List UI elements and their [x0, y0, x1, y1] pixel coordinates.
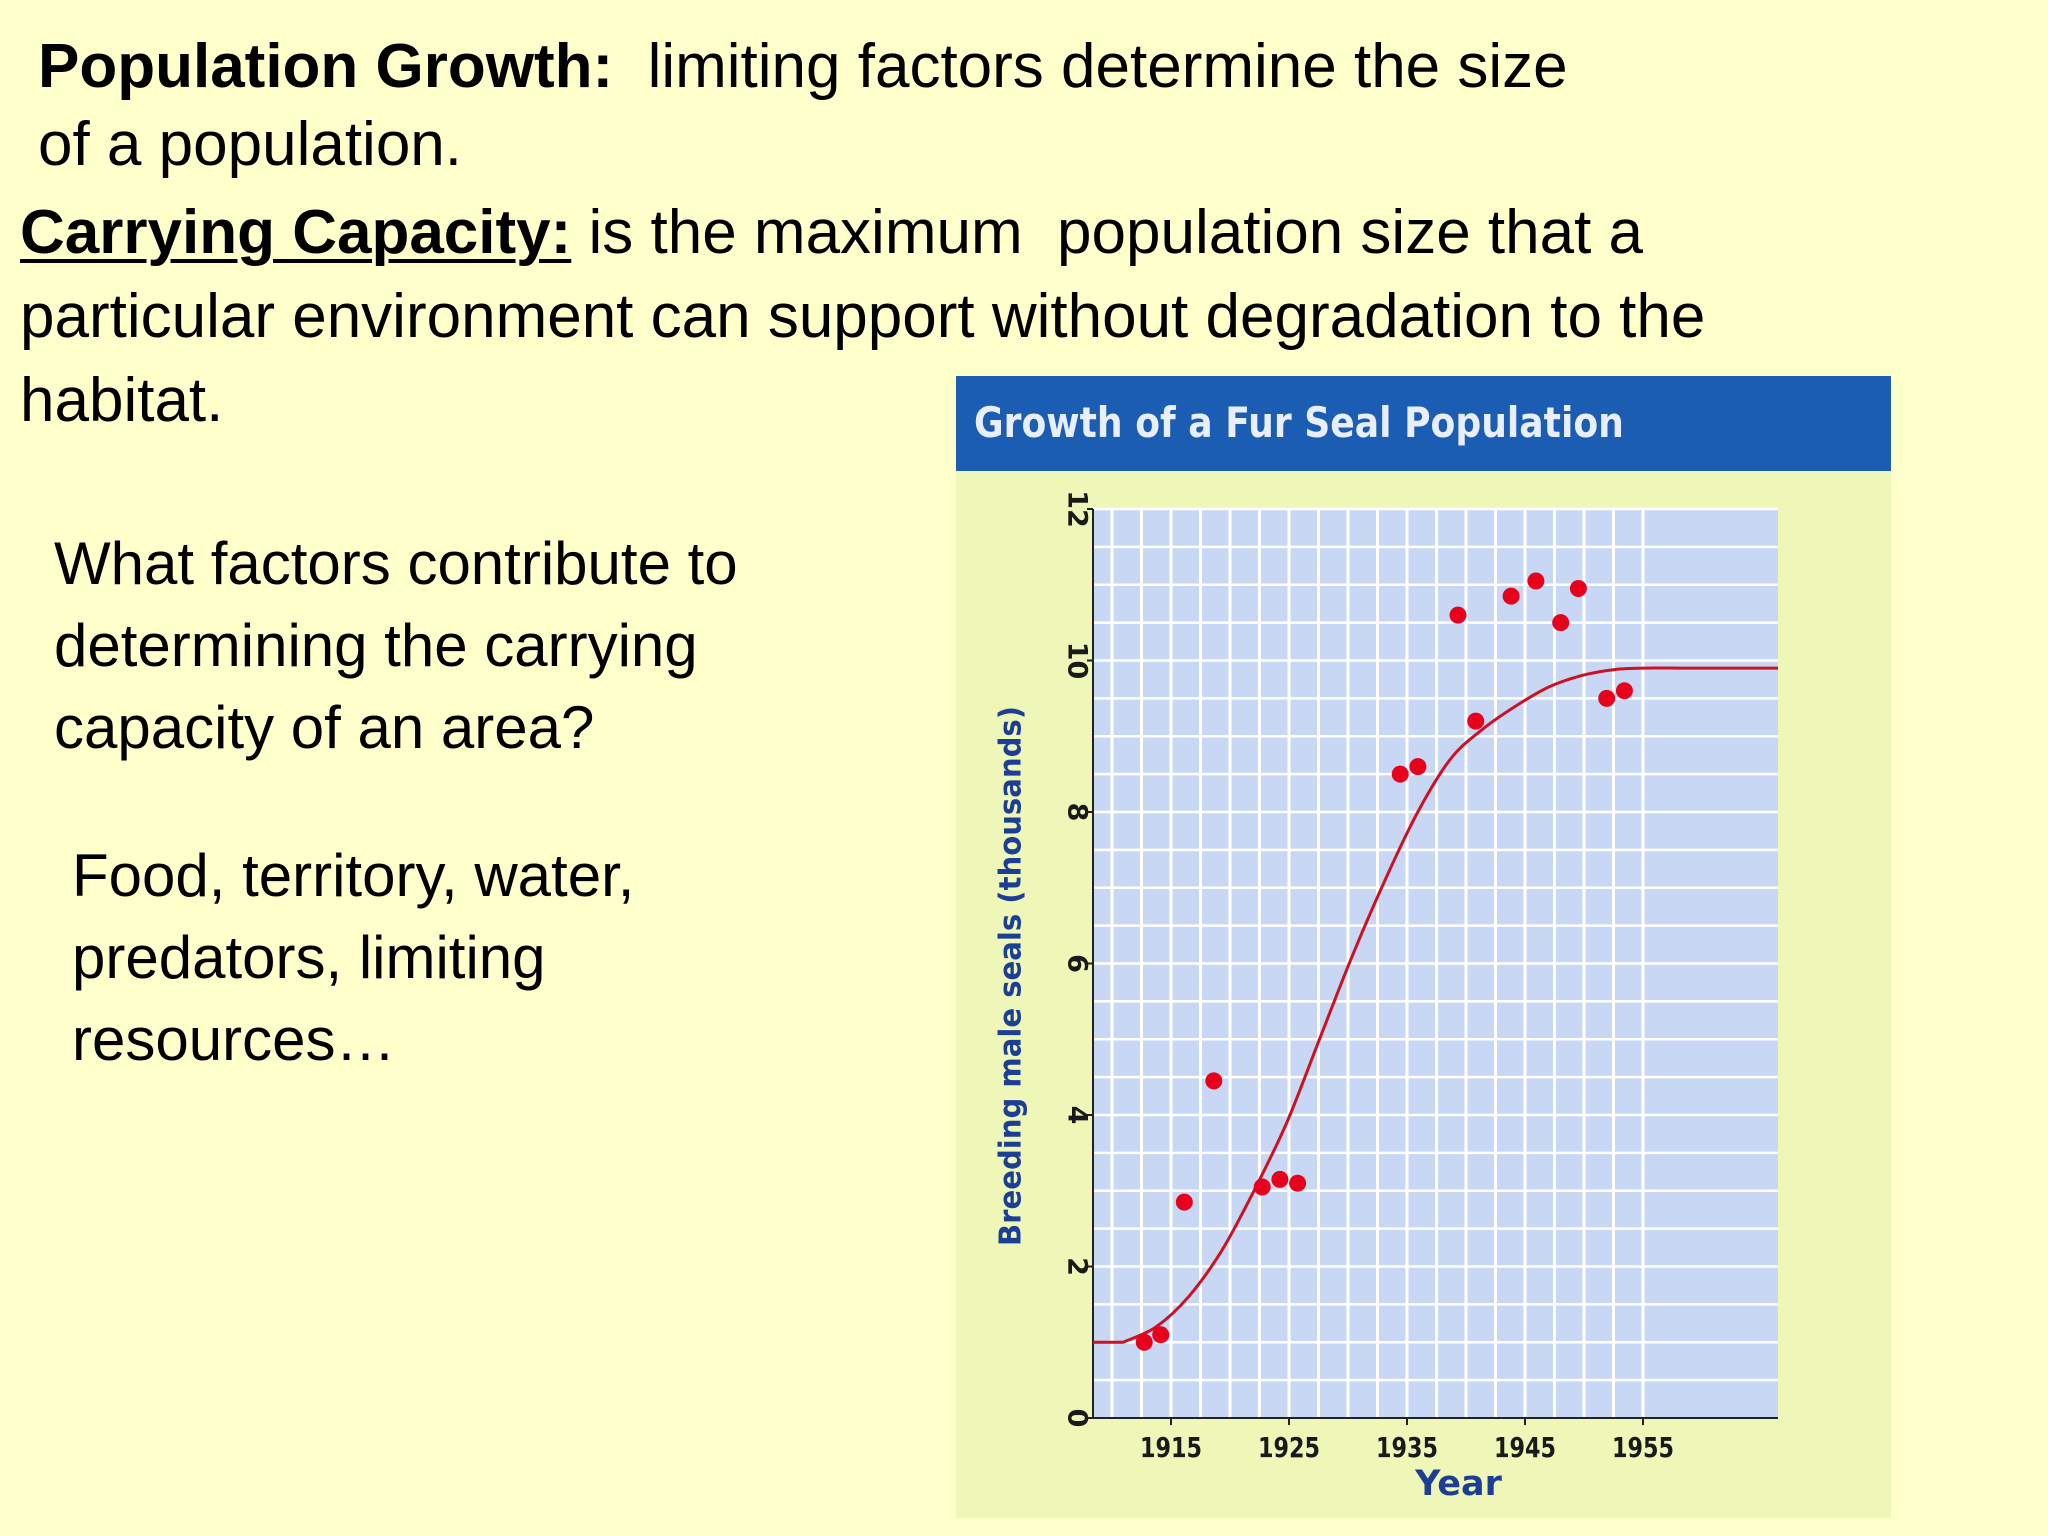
data-point: [1615, 682, 1633, 700]
population-growth-line2: of a population.: [38, 110, 463, 179]
x-tick-label: 1935: [1376, 1431, 1438, 1464]
carrying-capacity-definition: is the maximum population size that a: [571, 198, 1644, 267]
data-point: [1152, 1326, 1170, 1344]
question-line: determining the carrying: [54, 612, 698, 679]
answer-line: Food, territory, water,: [72, 842, 635, 909]
y-tick-label: 10: [1062, 642, 1093, 680]
data-point: [1205, 1072, 1223, 1090]
y-tick-label: 0: [1062, 1409, 1093, 1428]
answer-line: resources…: [72, 1006, 396, 1073]
population-growth-term: Population Growth:: [38, 32, 614, 101]
answer-line: predators, limiting: [72, 924, 546, 991]
x-axis-title: Year: [1414, 1464, 1502, 1504]
y-tick-label: 2: [1062, 1257, 1093, 1276]
data-point: [1502, 587, 1520, 605]
data-point: [1527, 572, 1545, 590]
chart-header: Growth of a Fur Seal Population: [956, 376, 1891, 471]
data-point: [1391, 765, 1409, 783]
data-point: [1598, 689, 1616, 707]
data-point: [1135, 1333, 1153, 1351]
data-point: [1552, 614, 1570, 632]
y-tick-label: 8: [1062, 803, 1093, 822]
data-point: [1569, 580, 1587, 597]
population-growth-definition: limiting factors determine the size: [613, 32, 1568, 101]
x-tick-label: 1945: [1494, 1431, 1556, 1464]
data-point: [1175, 1193, 1193, 1211]
chart-plot: 0 2 4 6 8 10 12 1915 1925 1935 1945 1955 Year Breedin…: [994, 490, 1778, 1504]
question-line: capacity of an area?: [54, 694, 595, 761]
data-point: [1409, 758, 1427, 776]
x-tick-label: 1915: [1140, 1431, 1202, 1464]
chart-title: Growth of a Fur Seal Population: [974, 398, 1624, 447]
carrying-capacity-curve: [1092, 666, 1778, 1344]
carrying-capacity-line3: habitat.: [20, 366, 224, 435]
x-tick-label: 1955: [1612, 1431, 1674, 1464]
fur-seal-chart: Growth of a Fur Seal Population 0 2 4 6 8 10 1…: [956, 376, 1891, 1518]
carrying-capacity-term: Carrying Capacity:: [20, 198, 572, 267]
y-tick-label: 6: [1062, 954, 1093, 973]
data-point: [1289, 1174, 1307, 1192]
y-tick-label: 12: [1062, 490, 1093, 528]
data-point: [1449, 606, 1467, 624]
x-tick-label: 1925: [1258, 1431, 1320, 1464]
y-axis-title: Breeding male seals (thousands): [994, 706, 1029, 1246]
question-line: What factors contribute to: [54, 530, 738, 597]
carrying-capacity-line1: Carrying Capacity: is the maximum popula…: [20, 202, 1643, 264]
y-tick-label: 4: [1062, 1106, 1093, 1125]
data-point: [1467, 712, 1485, 730]
carrying-capacity-line2: particular environment can support witho…: [20, 282, 1706, 351]
data-point: [1253, 1178, 1271, 1196]
data-point: [1271, 1170, 1289, 1188]
population-growth-line1: Population Growth: limiting factors dete…: [38, 36, 1568, 98]
